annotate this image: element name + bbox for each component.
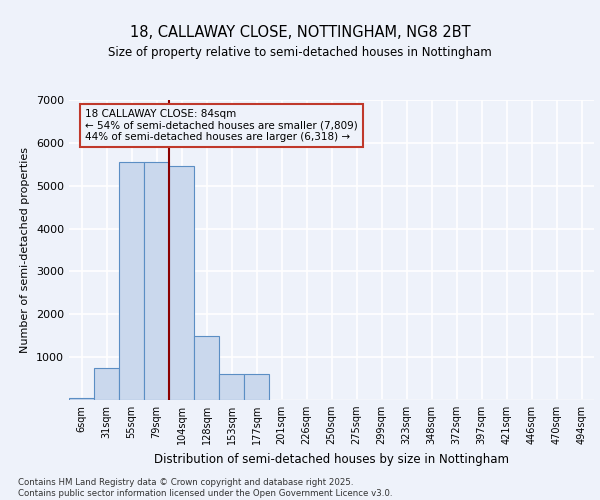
- Text: 18, CALLAWAY CLOSE, NOTTINGHAM, NG8 2BT: 18, CALLAWAY CLOSE, NOTTINGHAM, NG8 2BT: [130, 25, 470, 40]
- X-axis label: Distribution of semi-detached houses by size in Nottingham: Distribution of semi-detached houses by …: [154, 452, 509, 466]
- Bar: [119, 162, 144, 400]
- Text: 18 CALLAWAY CLOSE: 84sqm
← 54% of semi-detached houses are smaller (7,809)
44% o: 18 CALLAWAY CLOSE: 84sqm ← 54% of semi-d…: [85, 109, 358, 142]
- Bar: [219, 374, 244, 400]
- Text: Size of property relative to semi-detached houses in Nottingham: Size of property relative to semi-detach…: [108, 46, 492, 59]
- Bar: [69, 398, 94, 400]
- Bar: [244, 374, 269, 400]
- Bar: [169, 166, 194, 400]
- Bar: [94, 368, 119, 400]
- Text: Contains HM Land Registry data © Crown copyright and database right 2025.
Contai: Contains HM Land Registry data © Crown c…: [18, 478, 392, 498]
- Bar: [144, 162, 169, 400]
- Y-axis label: Number of semi-detached properties: Number of semi-detached properties: [20, 147, 31, 353]
- Bar: [194, 336, 219, 400]
